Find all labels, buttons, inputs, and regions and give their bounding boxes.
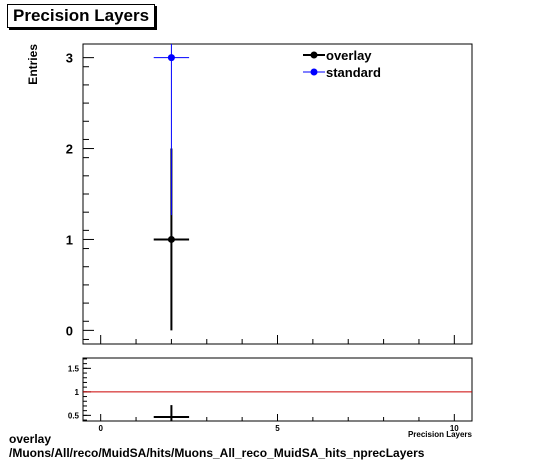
ratio-y-tick-label: 1 <box>75 388 80 397</box>
y-tick-label: 3 <box>66 51 73 66</box>
ratio-x-tick-label: 5 <box>275 424 280 433</box>
plot-frame <box>82 43 473 345</box>
ratio-y-tick-label: 1.5 <box>68 364 80 373</box>
x-axis-title: Precision Layers <box>408 430 473 439</box>
legend-marker <box>310 68 318 76</box>
y-axis-title: Entries <box>26 44 40 85</box>
legend-label: standard <box>326 65 381 80</box>
legend-marker <box>310 51 318 59</box>
ratio-x-tick-label: 10 <box>450 424 459 433</box>
ratio-frame <box>82 357 473 422</box>
ratio-y-tick-label: 0.5 <box>68 411 80 420</box>
y-tick-label: 1 <box>66 232 73 247</box>
footer-label: overlay <box>9 432 52 446</box>
chart-title: Precision Layers <box>7 4 156 28</box>
data-point <box>167 54 175 62</box>
legend-label: overlay <box>326 48 372 63</box>
data-point <box>167 235 175 243</box>
y-tick-label: 0 <box>66 323 73 338</box>
footer-path: /Muons/All/reco/MuidSA/hits/Muons_All_re… <box>9 446 425 460</box>
ratio-x-tick-label: 0 <box>98 424 103 433</box>
y-tick-label: 2 <box>66 142 73 157</box>
